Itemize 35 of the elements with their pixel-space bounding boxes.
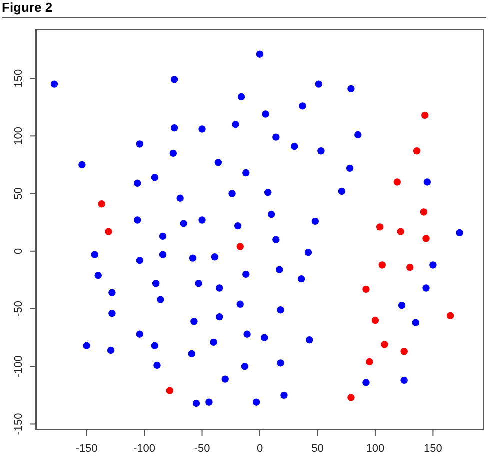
point — [105, 228, 112, 236]
x-tick-label: -50 — [194, 443, 210, 455]
chart-title: Figure 2 — [2, 0, 53, 15]
y-tick-label: 100 — [13, 126, 25, 146]
point — [397, 228, 404, 236]
point — [413, 148, 421, 155]
x-tick-label: -100 — [134, 443, 156, 455]
point — [362, 286, 370, 294]
y-tick-label: -50 — [13, 301, 25, 317]
point — [166, 387, 174, 394]
point — [378, 262, 386, 269]
point — [372, 316, 380, 324]
point — [376, 224, 384, 231]
x-tick-label: 150 — [424, 443, 442, 455]
y-tick-label: 150 — [13, 69, 25, 88]
y-tick-label: 50 — [13, 188, 25, 200]
x-tick-label: 100 — [366, 443, 385, 455]
x-tick-label: 0 — [256, 443, 264, 455]
y-tick-label: -150 — [13, 413, 25, 436]
point — [420, 208, 428, 216]
y-tick-label: 0 — [13, 248, 25, 254]
point — [366, 358, 374, 366]
point — [381, 341, 388, 348]
point — [422, 235, 430, 242]
x-tick-label: 50 — [312, 443, 324, 455]
point — [394, 178, 401, 186]
point — [446, 312, 454, 320]
y-tick-label: -100 — [13, 356, 25, 378]
point — [236, 243, 244, 250]
point — [400, 348, 408, 356]
x-tick-label: -150 — [76, 443, 98, 455]
point — [348, 394, 355, 402]
point — [422, 112, 429, 120]
point — [406, 264, 414, 272]
point — [98, 200, 106, 208]
